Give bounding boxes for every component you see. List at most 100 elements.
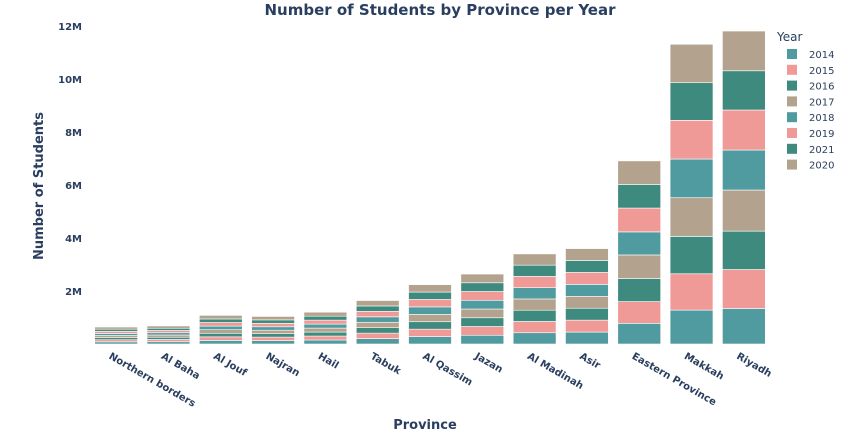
bar-segment[interactable] xyxy=(94,330,138,334)
bar-segment[interactable] xyxy=(722,269,766,309)
bar-segment[interactable] xyxy=(512,321,557,334)
bar-segment[interactable] xyxy=(355,327,400,334)
legend-item[interactable]: 2016 xyxy=(787,80,834,93)
bar-segment[interactable] xyxy=(303,315,348,321)
bar-segment[interactable] xyxy=(512,264,557,277)
bar-segment[interactable] xyxy=(251,333,295,338)
bar-segment[interactable] xyxy=(617,184,661,209)
bar-segment[interactable] xyxy=(617,160,661,185)
bar-segment[interactable] xyxy=(355,332,400,339)
bar-segment[interactable] xyxy=(146,332,191,336)
bar-segment[interactable] xyxy=(94,335,138,338)
bar-segment[interactable] xyxy=(251,329,295,334)
bar-segment[interactable] xyxy=(460,317,505,327)
bar-segment[interactable] xyxy=(251,340,295,345)
bar-segment[interactable] xyxy=(722,70,766,111)
bar-segment[interactable] xyxy=(355,338,400,345)
bar-segment[interactable] xyxy=(669,309,714,345)
bar-segment[interactable] xyxy=(303,323,348,329)
bar-segment[interactable] xyxy=(617,231,661,256)
bar-segment[interactable] xyxy=(617,323,661,345)
bar-segment[interactable] xyxy=(512,287,557,300)
bar-segment[interactable] xyxy=(94,341,138,345)
bar-segment[interactable] xyxy=(146,336,191,340)
bar-segment[interactable] xyxy=(199,336,243,341)
bar-segment[interactable] xyxy=(669,82,714,121)
bar-segment[interactable] xyxy=(146,325,191,329)
bar-segment[interactable] xyxy=(565,307,609,321)
bar-segment[interactable] xyxy=(565,284,609,297)
bar-segment[interactable] xyxy=(512,253,557,266)
bar-segment[interactable] xyxy=(565,331,609,345)
bar-segment[interactable] xyxy=(669,273,714,311)
bar-segment[interactable] xyxy=(669,158,714,199)
bar-segment[interactable] xyxy=(460,299,505,310)
bar-segment[interactable] xyxy=(722,308,766,345)
bar-segment[interactable] xyxy=(251,323,295,328)
bar-segment[interactable] xyxy=(512,298,557,311)
bar-segment[interactable] xyxy=(199,329,243,334)
bar-segment[interactable] xyxy=(355,305,400,312)
bar-segment[interactable] xyxy=(408,314,452,323)
bar-segment[interactable] xyxy=(94,326,138,330)
bar-segment[interactable] xyxy=(460,334,505,345)
bar-segment[interactable] xyxy=(146,330,191,334)
bar-segment[interactable] xyxy=(94,337,138,341)
bar-segment[interactable] xyxy=(146,334,191,338)
bar-segment[interactable] xyxy=(565,260,609,273)
bar-segment[interactable] xyxy=(512,332,557,345)
bar-segment[interactable] xyxy=(199,332,243,338)
bar-segment[interactable] xyxy=(355,321,400,329)
bar-segment[interactable] xyxy=(460,326,505,336)
bar-segment[interactable] xyxy=(565,295,609,309)
bar-segment[interactable] xyxy=(303,331,348,337)
bar-segment[interactable] xyxy=(512,309,557,322)
bar-segment[interactable] xyxy=(146,339,191,343)
legend-item[interactable]: 2015 xyxy=(787,64,834,77)
bar-segment[interactable] xyxy=(303,335,348,341)
bar-segment[interactable] xyxy=(722,230,766,270)
bar-segment[interactable] xyxy=(722,109,766,151)
legend-item[interactable]: 2020 xyxy=(787,159,834,172)
bar-segment[interactable] xyxy=(565,272,609,285)
bar-segment[interactable] xyxy=(408,299,452,308)
bar-segment[interactable] xyxy=(355,311,400,318)
bar-segment[interactable] xyxy=(199,318,243,323)
bar-segment[interactable] xyxy=(251,319,295,324)
bar-segment[interactable] xyxy=(408,321,452,330)
bar-segment[interactable] xyxy=(251,326,295,331)
bar-segment[interactable] xyxy=(94,339,138,343)
bar-segment[interactable] xyxy=(199,322,243,327)
bar-segment[interactable] xyxy=(460,282,505,292)
legend-item[interactable]: 2018 xyxy=(787,112,834,124)
bar-segment[interactable] xyxy=(722,30,766,72)
bar-segment[interactable] xyxy=(617,278,661,302)
bar-segment[interactable] xyxy=(146,341,191,345)
bar-segment[interactable] xyxy=(199,325,243,330)
bar-segment[interactable] xyxy=(669,43,714,84)
bar-segment[interactable] xyxy=(669,236,714,275)
bar-segment[interactable] xyxy=(408,336,452,345)
bar-segment[interactable] xyxy=(303,327,348,333)
bar-segment[interactable] xyxy=(669,120,714,160)
bar-segment[interactable] xyxy=(408,306,452,315)
bar-segment[interactable] xyxy=(460,291,505,301)
bar-segment[interactable] xyxy=(460,308,505,319)
bar-segment[interactable] xyxy=(565,248,609,261)
bar-segment[interactable] xyxy=(565,319,609,333)
bar-segment[interactable] xyxy=(355,316,400,323)
bar-segment[interactable] xyxy=(94,328,138,332)
bar-segment[interactable] xyxy=(199,315,243,320)
bar-segment[interactable] xyxy=(617,207,661,233)
bar-segment[interactable] xyxy=(303,339,348,345)
bar-segment[interactable] xyxy=(408,328,452,337)
bar-segment[interactable] xyxy=(617,254,661,279)
bar-segment[interactable] xyxy=(251,316,295,321)
bar-segment[interactable] xyxy=(512,276,557,288)
bar-segment[interactable] xyxy=(722,189,766,232)
legend-item[interactable]: 2021 xyxy=(787,143,834,156)
bar-segment[interactable] xyxy=(408,284,452,293)
bar-segment[interactable] xyxy=(303,319,348,325)
bar-segment[interactable] xyxy=(669,197,714,237)
legend-item[interactable]: 2014 xyxy=(787,49,834,61)
